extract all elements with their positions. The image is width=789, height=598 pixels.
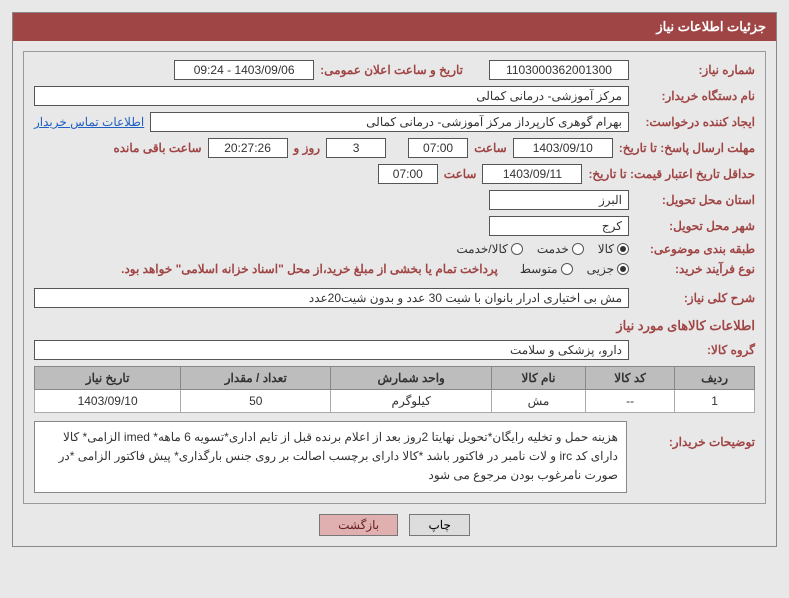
main-panel: جزئیات اطلاعات نیاز شماره نیاز: 11030003…: [12, 12, 777, 547]
items-section-title: اطلاعات کالاهای مورد نیاز: [34, 318, 755, 334]
radio-label: کالا: [598, 242, 614, 256]
label-category: طبقه بندی موضوعی:: [635, 242, 755, 256]
category-option-2[interactable]: کالا/خدمت: [456, 242, 522, 256]
table-header: ردیف: [675, 367, 755, 390]
process-radio-group: جزیی متوسط: [520, 262, 629, 276]
label-city: شهر محل تحویل:: [635, 219, 755, 233]
table-header: نام کالا: [492, 367, 586, 390]
back-button[interactable]: بازگشت: [319, 514, 398, 536]
category-option-1[interactable]: خدمت: [537, 242, 584, 256]
process-option-0[interactable]: جزیی: [587, 262, 629, 276]
radio-icon: [617, 263, 629, 275]
label-time-1: ساعت: [474, 141, 507, 155]
field-city: کرج: [489, 216, 629, 236]
label-province: استان محل تحویل:: [635, 193, 755, 207]
field-response-time: 07:00: [408, 138, 468, 158]
label-price-validity: حداقل تاریخ اعتبار قیمت: تا تاریخ:: [588, 167, 755, 181]
radio-icon: [561, 263, 573, 275]
table-header: تاریخ نیاز: [35, 367, 181, 390]
category-option-0[interactable]: کالا: [598, 242, 629, 256]
field-announce-dt: 1403/09/06 - 09:24: [174, 60, 314, 80]
radio-label: کالا/خدمت: [456, 242, 507, 256]
items-table: ردیفکد کالانام کالاواحد شمارشتعداد / مقد…: [34, 366, 755, 413]
buyer-notes-box: هزینه حمل و تخلیه رایگان*تحویل نهایتا 2ر…: [34, 421, 627, 493]
field-need-no: 1103000362001300: [489, 60, 629, 80]
label-time-2: ساعت: [444, 167, 477, 181]
label-days-and: روز و: [294, 141, 321, 155]
table-header: تعداد / مقدار: [181, 367, 331, 390]
table-row: 1--مشکیلوگرم501403/09/10: [35, 390, 755, 413]
label-requester: ایجاد کننده درخواست:: [635, 115, 755, 129]
table-cell: 1403/09/10: [35, 390, 181, 413]
field-buyer-org: مرکز آموزشی- درمانی کمالی: [34, 86, 629, 106]
field-goods-group: دارو، پزشکی و سلامت: [34, 340, 629, 360]
field-remaining-clock: 20:27:26: [208, 138, 288, 158]
radio-icon: [617, 243, 629, 255]
label-goods-group: گروه کالا:: [635, 343, 755, 357]
table-cell: مش: [492, 390, 586, 413]
label-need-desc: شرح کلی نیاز:: [635, 291, 755, 305]
table-header: کد کالا: [586, 367, 675, 390]
table-header: واحد شمارش: [331, 367, 492, 390]
print-button[interactable]: چاپ: [409, 514, 469, 536]
table-cell: --: [586, 390, 675, 413]
table-cell: 1: [675, 390, 755, 413]
label-process: نوع فرآیند خرید:: [635, 262, 755, 276]
radio-icon: [511, 243, 523, 255]
label-response-deadline: مهلت ارسال پاسخ: تا تاریخ:: [619, 141, 755, 155]
radio-label: جزیی: [587, 262, 614, 276]
label-buyer-notes: توضیحات خریدار:: [635, 421, 755, 449]
field-price-time: 07:00: [378, 164, 438, 184]
field-remaining-days: 3: [326, 138, 386, 158]
label-buyer-org: نام دستگاه خریدار:: [635, 89, 755, 103]
radio-label: خدمت: [537, 242, 569, 256]
label-announce-dt: تاریخ و ساعت اعلان عمومی:: [320, 63, 463, 77]
table-cell: 50: [181, 390, 331, 413]
panel-header: جزئیات اطلاعات نیاز: [13, 13, 776, 41]
category-radio-group: کالا خدمت کالا/خدمت: [456, 242, 629, 256]
buyer-contact-link[interactable]: اطلاعات تماس خریدار: [34, 115, 144, 129]
details-box: شماره نیاز: 1103000362001300 تاریخ و ساع…: [23, 51, 766, 504]
radio-icon: [572, 243, 584, 255]
radio-label: متوسط: [520, 262, 558, 276]
label-time-remaining: ساعت باقی مانده: [113, 141, 201, 155]
process-option-1[interactable]: متوسط: [520, 262, 573, 276]
label-need-no: شماره نیاز:: [635, 63, 755, 77]
field-need-desc: مش بی اختیاری ادرار بانوان با شیت 30 عدد…: [34, 288, 629, 308]
field-requester: بهرام گوهری کارپرداز مرکز آموزشی- درمانی…: [150, 112, 629, 132]
process-note: پرداخت تمام یا بخشی از مبلغ خرید،از محل …: [121, 262, 498, 276]
field-price-date: 1403/09/11: [482, 164, 582, 184]
field-response-date: 1403/09/10: [513, 138, 613, 158]
table-cell: کیلوگرم: [331, 390, 492, 413]
field-province: البرز: [489, 190, 629, 210]
